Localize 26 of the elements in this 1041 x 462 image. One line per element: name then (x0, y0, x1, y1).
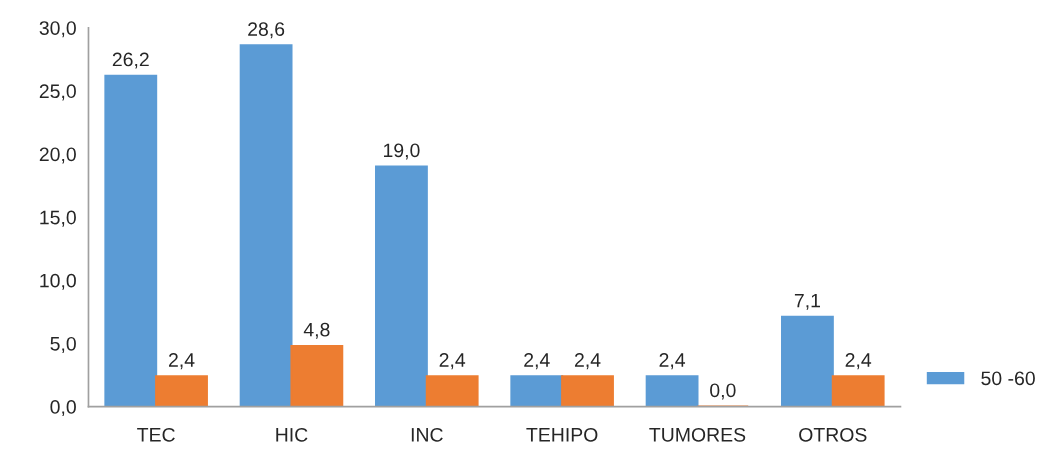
y-tick-label: 5,0 (50, 336, 76, 353)
data-label: 2,4 (659, 353, 686, 370)
y-tick-label: 10,0 (40, 273, 76, 290)
x-tick-label: HIC (276, 427, 308, 442)
data-label: 19,0 (384, 143, 420, 160)
y-tick-label: 30,0 (39, 21, 76, 38)
x-tick-label: TEC (137, 427, 175, 442)
data-label: 2,4 (845, 353, 872, 370)
y-tick-label: 20,0 (39, 147, 76, 164)
data-label: 0,0 (710, 383, 736, 400)
x-tick-label: TUMORES (649, 427, 746, 442)
legend-label: 50 -60 (981, 371, 1035, 386)
data-label: 7,1 (794, 293, 820, 310)
x-tick-label: INC (411, 427, 443, 442)
data-label: 4,8 (303, 322, 330, 339)
x-tick-label: TEHIPO (526, 427, 598, 442)
y-tick-label: 15,0 (40, 210, 76, 227)
y-tick-label: 25,0 (39, 84, 76, 101)
data-label: 2,4 (574, 353, 601, 370)
data-label: 2,4 (524, 353, 550, 370)
data-label: 2,4 (439, 353, 466, 370)
x-tick-label: OTROS (799, 427, 867, 442)
y-tick-label: 0,0 (50, 400, 76, 417)
data-label: 28,6 (248, 22, 285, 39)
data-label: 2,4 (168, 353, 195, 370)
data-label: 26,2 (112, 52, 149, 69)
